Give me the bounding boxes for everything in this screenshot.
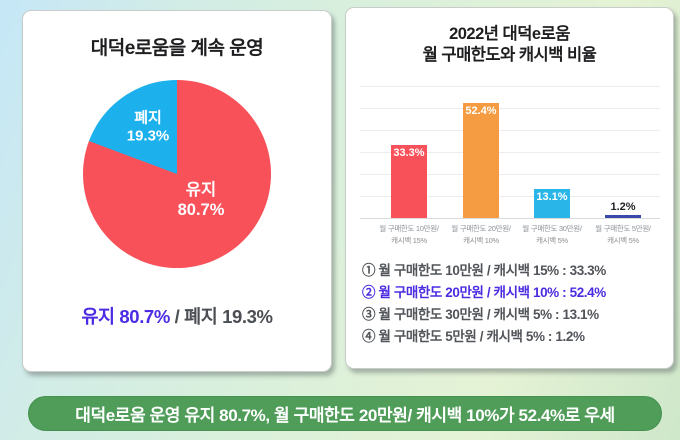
summary-keep: 유지 80.7% (81, 306, 170, 327)
pie-card: 대덕e로움을 계속 운영 폐지 19.3% 유지 80.7% 유지 80.7% … (22, 10, 332, 372)
breakdown-list: ① 월 구매한도 10만원 / 캐시백 15% : 33.3% ② 월 구매한도 … (362, 260, 665, 348)
bar-2: 52.4% (463, 102, 499, 218)
list-item-2: ② 월 구매한도 20만원 / 캐시백 10% : 52.4% (362, 285, 606, 300)
pie-label-abolish-value: 19.3% (126, 127, 170, 144)
bar-1: 33.3% (391, 144, 427, 218)
x-axis-label-4: 월 구매한도 5만원/캐시백 5% (595, 224, 651, 246)
pie-chart: 폐지 19.3% 유지 80.7% (83, 80, 271, 268)
bar-card-title-line2: 월 구매한도와 캐시백 비율 (422, 46, 597, 65)
x-axis-line (360, 218, 660, 219)
bar-plot: 33.3% 월 구매한도 10만원/캐시백 15% 52.4% 월 구매한도 20만원… (360, 86, 660, 245)
pie-summary: 유지 80.7% / 폐지 19.3% (23, 303, 331, 329)
pie-label-keep: 유지 80.7% (178, 180, 225, 220)
pie-label-keep-name: 유지 (185, 180, 217, 199)
gridline (360, 86, 660, 87)
bar-value-label: 13.1% (536, 191, 568, 204)
x-axis-label-2: 월 구매한도 20만원/캐시백 10% (451, 224, 511, 246)
list-item-1: ① 월 구매한도 10만원 / 캐시백 15% : 33.3% (362, 263, 606, 278)
gridline (360, 174, 660, 175)
x-axis-label-1: 월 구매한도 10만원/캐시백 15% (379, 224, 439, 246)
bar-card-title: 2022년 대덕e로움 월 구매한도와 캐시백 비율 (346, 24, 673, 67)
gridline (360, 130, 660, 131)
bar-value-label: 33.3% (393, 146, 425, 159)
bar-3: 13.1% (534, 189, 570, 218)
gridline (360, 108, 660, 109)
conclusion-text: 대덕e로움 운영 유지 80.7%, 월 구매한도 20만원/ 캐시백 10%가… (75, 406, 615, 425)
conclusion-banner: 대덕e로움 운영 유지 80.7%, 월 구매한도 20만원/ 캐시백 10%가… (28, 396, 662, 431)
gridline (360, 196, 660, 197)
gridline (360, 152, 660, 153)
list-item-4: ④ 월 구매한도 5만원 / 캐시백 5% : 1.2% (362, 329, 585, 344)
list-item-3: ③ 월 구매한도 30만원 / 캐시백 5% : 13.1% (362, 307, 599, 322)
bar-value-label: 1.2% (610, 201, 636, 214)
pie-label-abolish: 폐지 19.3% (127, 109, 170, 144)
pie-card-title: 대덕e로움을 계속 운영 (90, 38, 264, 59)
bar-value-label: 52.4% (465, 104, 497, 117)
bar-card: 2022년 대덕e로움 월 구매한도와 캐시백 비율 33.3% 월 구매한도 1… (345, 7, 674, 369)
bar-card-title-line1: 2022년 대덕e로움 (449, 25, 570, 43)
x-axis-label-3: 월 구매한도 30만원/캐시백 5% (522, 224, 582, 246)
pie-label-abolish-name: 폐지 (134, 109, 162, 127)
pie-label-keep-value: 80.7% (177, 201, 225, 219)
bar-4 (605, 215, 641, 218)
summary-divider: / (169, 306, 185, 327)
summary-abolish: 폐지 19.3% (184, 306, 273, 327)
